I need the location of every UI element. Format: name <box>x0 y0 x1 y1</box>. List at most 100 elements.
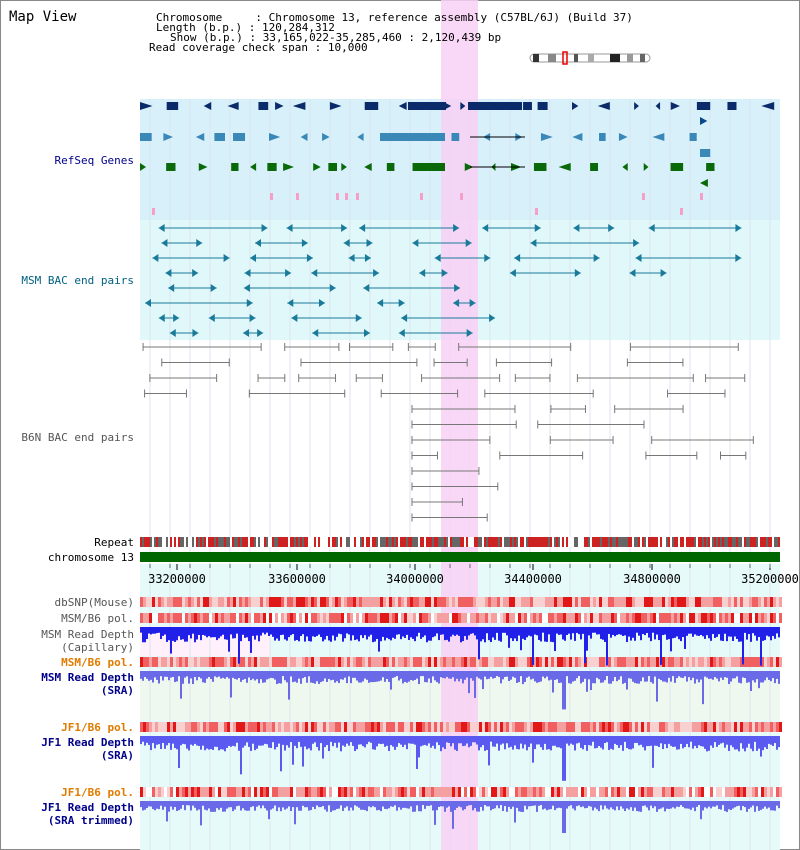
polymorphism-cell <box>539 657 542 667</box>
depth-bar <box>274 627 276 641</box>
depth-bar <box>608 627 610 634</box>
polymorphism-cell <box>512 613 515 623</box>
polymorphism-cell <box>311 722 314 732</box>
polymorphism-cell <box>314 597 317 607</box>
track-label-jf1-depth-trim-1[interactable]: JF1 Read Depth <box>41 801 134 814</box>
polymorphism-cell <box>689 597 692 607</box>
bac-end <box>660 269 667 277</box>
depth-bar <box>638 671 640 684</box>
repeat-segment <box>444 537 446 547</box>
repeat-segment <box>290 537 292 547</box>
track-label-msm-b6-pol-2[interactable]: MSM/B6 pol. <box>61 656 134 669</box>
depth-bar <box>182 627 184 640</box>
polymorphism-cell <box>662 787 665 797</box>
polymorphism-cell <box>593 722 596 732</box>
polymorphism-cell <box>767 613 770 623</box>
depth-bar <box>542 801 544 810</box>
polymorphism-cell <box>572 613 575 623</box>
depth-bar <box>700 627 702 635</box>
polymorphism-cell <box>743 597 746 607</box>
depth-bar <box>468 736 470 748</box>
track-label-msm-depth-sra-1[interactable]: MSM Read Depth <box>41 671 134 684</box>
track-label-chromosome[interactable]: chromosome 13 <box>47 551 134 564</box>
polymorphism-cell <box>452 722 455 732</box>
depth-bar <box>662 801 664 808</box>
depth-bar <box>516 801 518 808</box>
track-label-dbsnp[interactable]: dbSNP(Mouse) <box>54 596 134 609</box>
track-label-jf1-depth-sra-1[interactable]: JF1 Read Depth <box>41 736 134 749</box>
depth-bar <box>266 801 268 811</box>
depth-bar <box>150 736 152 751</box>
depth-bar <box>446 627 448 640</box>
depth-bar <box>388 671 390 682</box>
depth-bar <box>696 627 698 636</box>
polymorphism-cell <box>248 787 251 797</box>
repeat-segment <box>524 537 526 547</box>
track-label-jf1-b6-pol-1[interactable]: JF1/B6 pol. <box>61 721 134 734</box>
polymorphism-cell <box>206 613 209 623</box>
polymorphism-cell <box>524 722 527 732</box>
track-label-refseq[interactable]: RefSeq Genes <box>54 154 134 167</box>
polymorphism-cell <box>185 787 188 797</box>
polymorphism-cell <box>455 613 458 623</box>
polymorphism-cell <box>674 722 677 732</box>
polymorphism-cell <box>650 722 653 732</box>
repeat-segment <box>618 537 620 547</box>
depth-bar <box>670 801 672 809</box>
track-label-msm-b6-pol-1[interactable]: MSM/B6 pol. <box>61 612 134 625</box>
bac-end <box>223 254 230 262</box>
track-label-jf1-b6-pol-2[interactable]: JF1/B6 pol. <box>61 786 134 799</box>
depth-bar <box>578 801 580 806</box>
track-label-msm-bac[interactable]: MSM BAC end pairs <box>21 274 134 287</box>
depth-bar <box>642 627 644 635</box>
depth-bar <box>194 736 196 744</box>
repeat-segment <box>352 537 354 547</box>
polymorphism-cell <box>482 657 485 667</box>
depth-bar <box>214 736 216 747</box>
depth-bar <box>410 736 412 744</box>
gene-marker-pink <box>270 193 273 200</box>
polymorphism-cell <box>335 657 338 667</box>
depth-bar <box>674 801 676 809</box>
polymorphism-cell <box>593 597 596 607</box>
depth-bar <box>398 801 400 808</box>
polymorphism-cell <box>284 722 287 732</box>
polymorphism-cell <box>299 722 302 732</box>
depth-bar <box>518 801 520 812</box>
polymorphism-cell <box>545 657 548 667</box>
depth-bar <box>524 627 526 641</box>
polymorphism-cell <box>257 657 260 667</box>
polymorphism-cell <box>710 722 713 732</box>
depth-bar <box>238 627 240 664</box>
depth-bar <box>184 627 186 642</box>
gene-exon <box>364 163 372 171</box>
polymorphism-cell <box>482 613 485 623</box>
polymorphism-cell <box>173 787 176 797</box>
depth-bar <box>286 671 288 683</box>
polymorphism-cell <box>272 657 275 667</box>
depth-bar <box>512 801 514 807</box>
polymorphism-cell <box>290 787 293 797</box>
depth-bar <box>544 627 546 642</box>
depth-bar <box>250 736 252 751</box>
depth-bar <box>440 801 442 807</box>
repeat-segment <box>302 537 304 547</box>
polymorphism-cell <box>473 787 476 797</box>
depth-bar <box>344 671 346 678</box>
polymorphism-cell <box>620 722 623 732</box>
track-label-repeat[interactable]: Repeat <box>94 536 134 549</box>
depth-bar <box>700 736 702 747</box>
depth-bar <box>458 671 460 682</box>
polymorphism-cell <box>641 597 644 607</box>
track-label-msm-depth-cap-1[interactable]: MSM Read Depth <box>41 628 134 641</box>
depth-bar <box>566 671 568 677</box>
polymorphism-cell <box>341 787 344 797</box>
depth-bar <box>638 627 640 636</box>
track-label-b6n-bac[interactable]: B6N BAC end pairs <box>21 431 134 444</box>
repeat-segment <box>692 537 694 547</box>
polymorphism-cell <box>368 657 371 667</box>
depth-bar <box>662 736 664 750</box>
depth-bar <box>546 801 548 811</box>
polymorphism-cell <box>389 613 392 623</box>
